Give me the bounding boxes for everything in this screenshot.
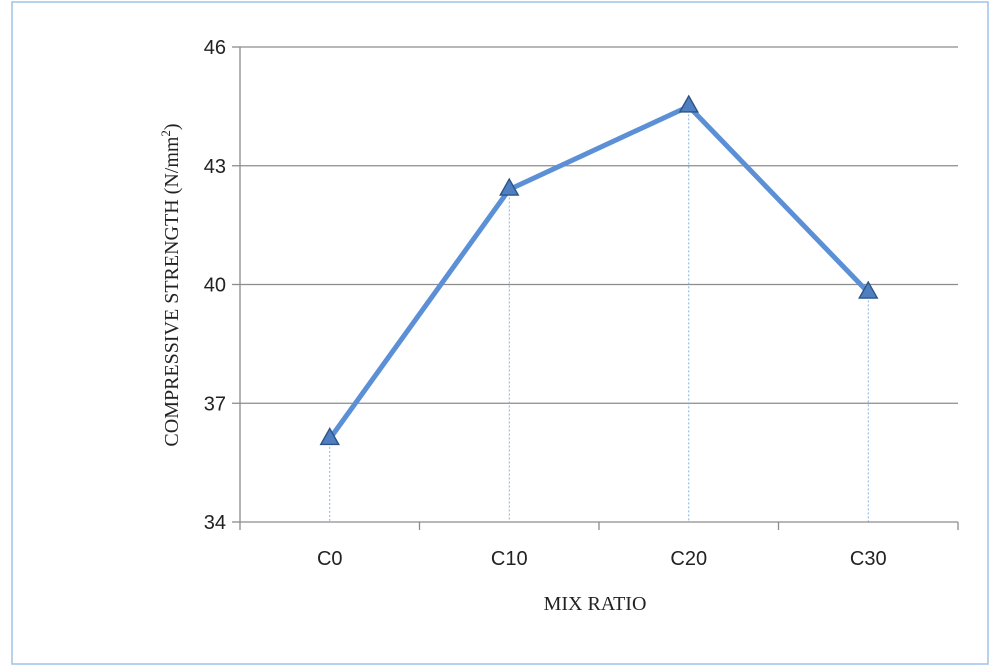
y-tick-labels: 34 37 40 43 46 — [204, 37, 226, 534]
series-line — [327, 103, 871, 442]
y-tick-label: 46 — [204, 37, 226, 59]
data-point-c0 — [319, 427, 340, 446]
y-axis-title-main: COMPRESSIVE STRENGTH (N/mm — [161, 136, 183, 446]
y-tick-label: 37 — [204, 393, 226, 415]
x-tick-label-c30: C30 — [850, 548, 887, 570]
y-tick-label: 34 — [204, 512, 226, 534]
drop-lines — [329, 106, 869, 522]
chart-border — [11, 1, 989, 665]
gridlines — [232, 46, 958, 523]
x-tick-labels: C0 C10 C20 C30 — [317, 548, 887, 570]
axes — [239, 47, 959, 530]
y-axis-title: COMPRESSIVE STRENGTH (N/mm2) — [158, 123, 183, 446]
x-tick-label-c20: C20 — [670, 548, 707, 570]
x-tick-label-c10: C10 — [491, 548, 528, 570]
data-point-c10 — [499, 177, 520, 196]
y-tick-label: 43 — [204, 156, 226, 178]
series — [327, 103, 871, 442]
y-tick-label: 40 — [204, 275, 226, 297]
data-point-c30 — [858, 280, 879, 299]
markers — [319, 94, 879, 446]
data-point-c20 — [678, 94, 699, 113]
y-axis-title-superscript: 2 — [158, 130, 173, 137]
x-axis-title: MIX RATIO — [544, 593, 647, 615]
y-axis-title-tail: ) — [161, 123, 183, 130]
x-tick-label-c0: C0 — [317, 548, 343, 570]
